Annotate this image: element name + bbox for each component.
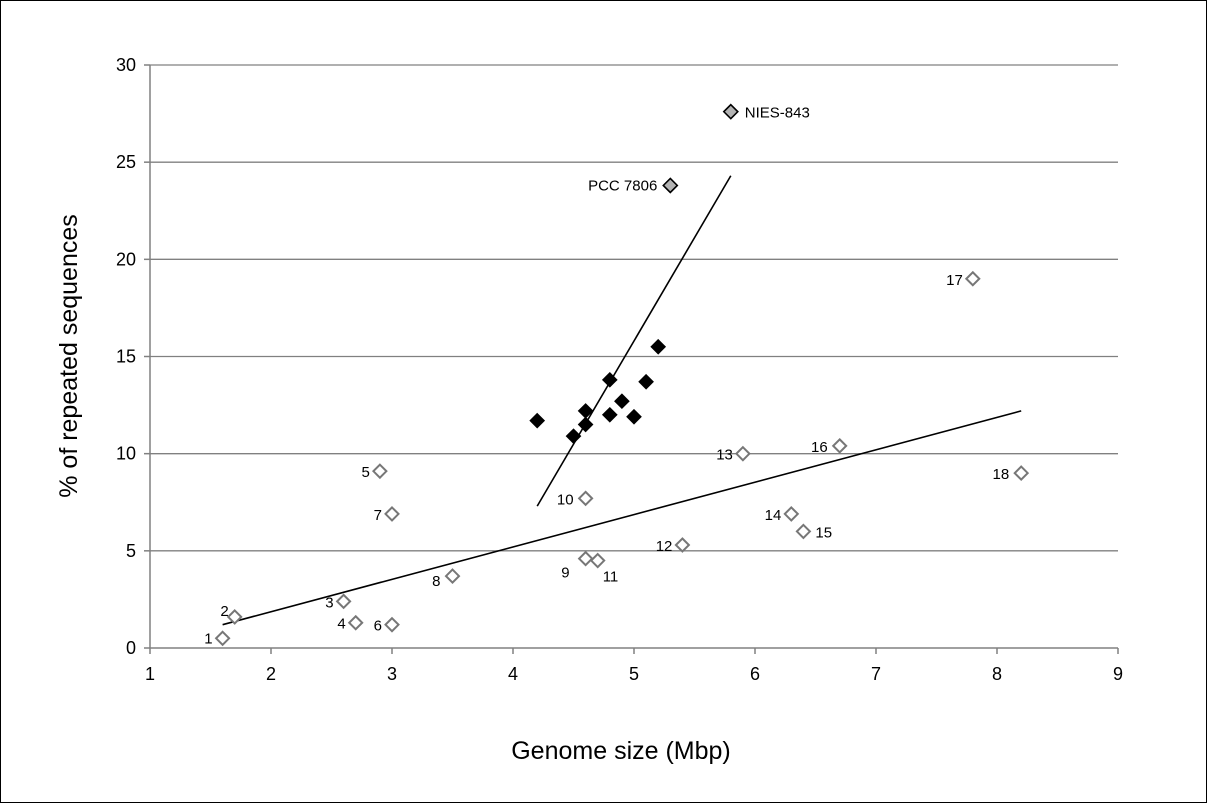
data-point bbox=[384, 505, 400, 522]
y-tick-label: 5 bbox=[126, 541, 136, 561]
point-label: 8 bbox=[432, 573, 440, 590]
x-tick-label: 9 bbox=[1113, 664, 1123, 684]
data-point bbox=[783, 505, 800, 522]
x-tick-label: 1 bbox=[145, 664, 155, 684]
data-point bbox=[577, 490, 594, 507]
y-tick-label: 30 bbox=[116, 55, 136, 75]
point-label: 11 bbox=[603, 569, 619, 586]
data-point bbox=[335, 593, 352, 610]
data-point bbox=[662, 177, 679, 194]
point-label: 4 bbox=[337, 616, 345, 633]
data-point bbox=[577, 416, 594, 433]
data-point bbox=[565, 428, 582, 445]
x-tick-label: 2 bbox=[266, 664, 276, 684]
data-point bbox=[614, 393, 630, 410]
point-label: 14 bbox=[765, 507, 782, 524]
data-point bbox=[577, 403, 594, 419]
point-label: 12 bbox=[656, 538, 673, 555]
point-label: PCC 7806 bbox=[588, 177, 657, 194]
gridlines bbox=[150, 64, 1118, 552]
x-axis-title: Genome size (Mbp) bbox=[511, 737, 731, 765]
data-point bbox=[1013, 465, 1030, 482]
trendline bbox=[222, 410, 1022, 626]
y-tick-label: 10 bbox=[116, 444, 136, 464]
point-label: 9 bbox=[561, 565, 569, 582]
y-tick-label: 15 bbox=[116, 347, 136, 367]
data-point bbox=[638, 373, 654, 390]
point-label: 5 bbox=[362, 464, 370, 481]
y-tick-label: 25 bbox=[116, 152, 136, 172]
x-tick-label: 5 bbox=[629, 664, 639, 684]
data-point bbox=[601, 406, 618, 423]
data-point bbox=[347, 614, 364, 631]
data-point bbox=[650, 338, 667, 355]
trendline bbox=[536, 175, 732, 507]
data-point bbox=[384, 616, 400, 633]
data-point bbox=[601, 371, 618, 388]
point-label: 1 bbox=[204, 630, 212, 647]
y-axis-title: % of repeated sequences bbox=[55, 214, 83, 498]
y-tick-label: 0 bbox=[126, 638, 136, 658]
point-label: 10 bbox=[557, 491, 574, 508]
data-point bbox=[964, 270, 981, 287]
point-label: 18 bbox=[993, 466, 1010, 483]
point-label: 17 bbox=[946, 272, 963, 289]
data-point bbox=[577, 550, 594, 567]
x-tick-label: 3 bbox=[387, 664, 397, 684]
point-label: NIES-843 bbox=[745, 105, 810, 122]
data-points bbox=[214, 103, 1030, 647]
point-label: 15 bbox=[815, 524, 832, 541]
data-point bbox=[444, 568, 461, 585]
data-point bbox=[831, 437, 848, 454]
y-tick-label: 20 bbox=[116, 249, 136, 269]
data-point bbox=[371, 463, 388, 480]
x-tick-label: 6 bbox=[750, 664, 760, 684]
data-point bbox=[674, 537, 691, 553]
data-point bbox=[589, 552, 606, 569]
point-label: 6 bbox=[374, 618, 382, 635]
data-point bbox=[214, 630, 231, 647]
data-point bbox=[734, 445, 751, 462]
data-point bbox=[226, 608, 243, 625]
point-label: 2 bbox=[220, 603, 228, 620]
x-tick-label: 7 bbox=[871, 664, 881, 684]
data-point bbox=[529, 412, 546, 429]
trendlines bbox=[222, 175, 1022, 626]
x-tick-label: 8 bbox=[992, 664, 1002, 684]
point-label: 7 bbox=[374, 507, 382, 524]
point-label: 3 bbox=[325, 594, 333, 611]
data-point bbox=[795, 523, 812, 540]
axes bbox=[144, 64, 1119, 654]
data-point bbox=[626, 408, 642, 425]
point-label: 13 bbox=[716, 447, 733, 464]
data-point bbox=[722, 103, 739, 120]
x-tick-label: 4 bbox=[508, 664, 518, 684]
point-label: 16 bbox=[811, 439, 828, 456]
